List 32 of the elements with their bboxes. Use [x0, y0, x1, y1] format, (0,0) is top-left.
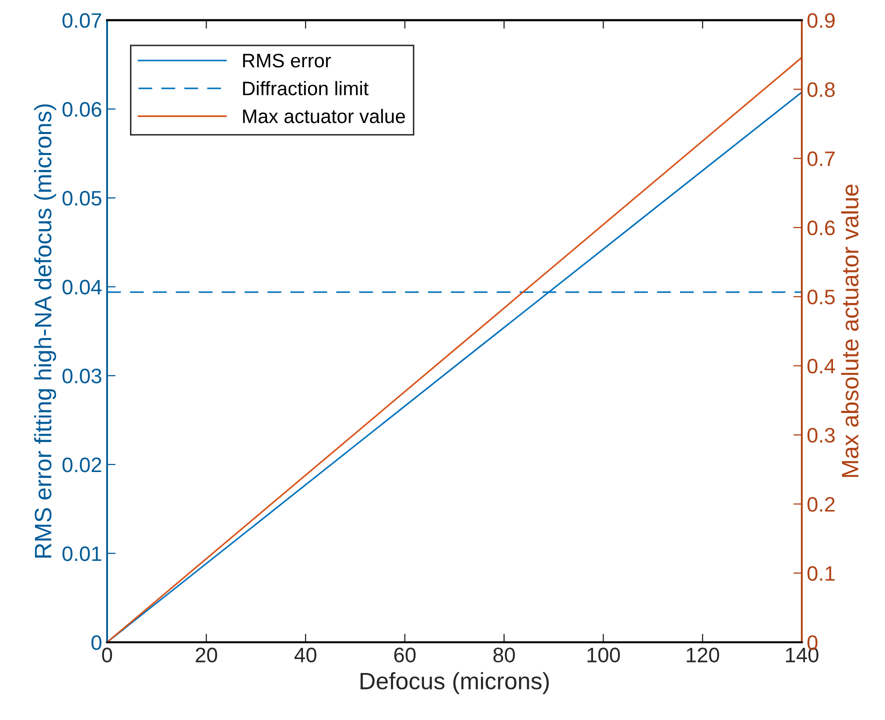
y-tick-label: 0.01: [62, 546, 102, 562]
y2-tick-label: 0.5: [807, 290, 835, 304]
legend-label: Max actuator value: [243, 108, 405, 124]
x-tick-label: 100: [588, 648, 620, 662]
x-tick-label: 140: [786, 648, 818, 662]
y-tick-label: 0.04: [62, 280, 102, 295]
y-tick-label: 0.03: [62, 368, 102, 384]
legend-label: RMS error: [243, 54, 331, 68]
y2-axis-title: Max absolute actuator value: [841, 184, 859, 477]
y2-tick-label: 0.6: [807, 220, 835, 236]
y-tick-label: 0.06: [62, 102, 102, 117]
x-tick-label: 20: [196, 648, 218, 662]
y-tick-label: 0.05: [62, 190, 102, 206]
x-tick-label: 120: [686, 648, 720, 662]
x-axis-title: Defocus (microns): [360, 672, 549, 694]
x-tick-label: 60: [394, 648, 416, 662]
y2-tick-label: 0.9: [807, 13, 835, 28]
y-axis-title: RMS error fitting high-NA defocus (microns): [34, 104, 56, 558]
y-tick-label: 0.07: [62, 13, 102, 28]
y2-tick-label: 0.2: [807, 497, 835, 512]
y2-tick-label: 0.7: [807, 151, 835, 166]
x-tick-label: 80: [493, 648, 515, 662]
y2-tick-label: 0.8: [807, 82, 835, 98]
y2-tick-label: 0.4: [807, 358, 836, 374]
y-tick-label: 0: [91, 635, 102, 650]
y2-tick-label: 0: [807, 635, 818, 650]
legend-label: Diffraction limit: [243, 81, 369, 96]
y2-tick-label: 0.1: [807, 566, 835, 581]
y-tick-label: 0.02: [62, 458, 102, 472]
x-tick-label: 40: [294, 648, 316, 662]
x-tick-label: 0: [102, 648, 112, 662]
y2-tick-label: 0.3: [807, 428, 835, 443]
